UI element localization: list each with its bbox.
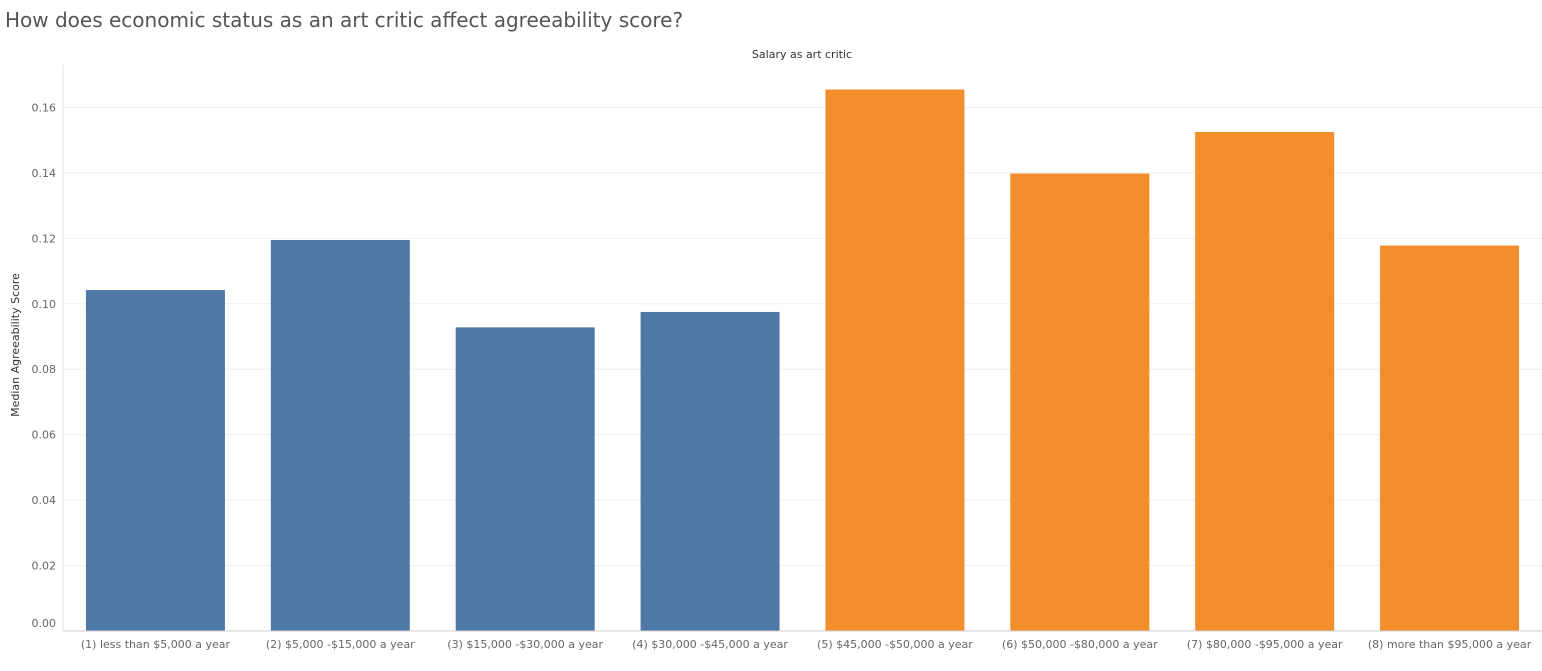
x-tick-label: (5) $45,000 -$50,000 a year (817, 638, 973, 651)
x-tick-label: (7) $80,000 -$95,000 a year (1187, 638, 1343, 651)
y-tick-label: 0.06 (32, 429, 57, 442)
x-tick-label: (8) more than $95,000 a year (1368, 638, 1532, 651)
bar[interactable] (455, 327, 595, 631)
y-tick-label: 0.16 (32, 101, 57, 114)
bar[interactable] (640, 311, 780, 631)
y-tick-label: 0.00 (32, 617, 57, 630)
x-tick-label: (2) $5,000 -$15,000 a year (266, 638, 415, 651)
y-tick-label: 0.02 (32, 560, 57, 573)
y-tick-label: 0.10 (32, 298, 57, 311)
y-tick-label: 0.04 (32, 494, 57, 507)
page-title: How does economic status as an art criti… (5, 8, 684, 32)
bar[interactable] (270, 239, 410, 631)
bar[interactable] (1010, 173, 1150, 631)
y-tick-label: 0.08 (32, 363, 57, 376)
column-header: Salary as art critic (752, 48, 852, 61)
y-axis-label: Median Agreeability Score (9, 273, 22, 417)
y-axis-ticks: 0.00 0.02 0.04 0.06 0.08 0.10 0.12 0.14 0.16 (32, 101, 57, 630)
x-tick-label: (4) $30,000 -$45,000 a year (632, 638, 788, 651)
y-tick-label: 0.14 (32, 167, 57, 180)
bar[interactable] (1195, 132, 1335, 631)
bar[interactable] (825, 89, 965, 631)
x-tick-label: (3) $15,000 -$30,000 a year (447, 638, 603, 651)
bars (85, 89, 1520, 631)
x-axis-labels: (1) less than $5,000 a year (2) $5,000 -$… (81, 638, 1532, 651)
bar[interactable] (1380, 245, 1520, 631)
x-tick-label: (6) $50,000 -$80,000 a year (1002, 638, 1158, 651)
x-tick-label: (1) less than $5,000 a year (81, 638, 231, 651)
y-tick-label: 0.12 (32, 232, 57, 245)
bar[interactable] (85, 290, 225, 631)
